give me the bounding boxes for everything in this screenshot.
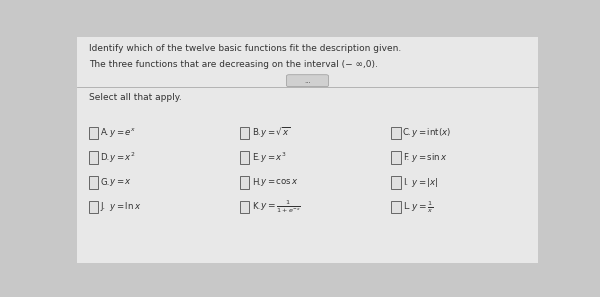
Text: A.: A.	[101, 128, 109, 137]
Text: $y=|x|$: $y=|x|$	[411, 176, 439, 189]
Bar	[240, 151, 250, 164]
Text: $y=x$: $y=x$	[109, 177, 132, 188]
Text: $y=\cos x$: $y=\cos x$	[260, 177, 299, 188]
Bar	[240, 176, 250, 189]
Text: I.: I.	[403, 178, 408, 187]
Text: $y=e^x$: $y=e^x$	[109, 126, 136, 139]
Text: G.: G.	[101, 178, 110, 187]
Text: $y=\frac{1}{x}$: $y=\frac{1}{x}$	[411, 199, 434, 214]
Text: C.: C.	[403, 128, 412, 137]
Bar	[391, 127, 401, 139]
Text: D.: D.	[101, 153, 110, 162]
Bar	[89, 176, 98, 189]
FancyBboxPatch shape	[287, 75, 328, 87]
Text: F.: F.	[403, 153, 409, 162]
Bar	[240, 201, 250, 213]
Text: ...: ...	[304, 78, 311, 84]
Text: J.: J.	[101, 203, 106, 211]
Text: $y=\mathrm{int}(x)$: $y=\mathrm{int}(x)$	[411, 126, 451, 139]
Bar	[391, 151, 401, 164]
Text: $y=\sin x$: $y=\sin x$	[411, 151, 448, 164]
Text: $y=x^3$: $y=x^3$	[260, 150, 287, 165]
Text: E.: E.	[252, 153, 260, 162]
Text: L.: L.	[403, 203, 410, 211]
Text: $y=x^2$: $y=x^2$	[109, 150, 136, 165]
Bar	[240, 127, 250, 139]
Text: The three functions that are decreasing on the interval (− ∞,0).: The three functions that are decreasing …	[89, 60, 378, 69]
Bar	[89, 151, 98, 164]
Text: Select all that apply.: Select all that apply.	[89, 93, 182, 102]
Bar	[391, 201, 401, 213]
Text: $y=\sqrt{x}$: $y=\sqrt{x}$	[260, 126, 291, 140]
Bar	[391, 176, 401, 189]
Bar	[89, 127, 98, 139]
Text: Identify which of the twelve basic functions fit the description given.: Identify which of the twelve basic funct…	[89, 44, 401, 53]
Text: K.: K.	[252, 203, 260, 211]
Text: H.: H.	[252, 178, 260, 187]
Text: $y=\frac{1}{1+e^{-x}}$: $y=\frac{1}{1+e^{-x}}$	[260, 199, 301, 215]
FancyBboxPatch shape	[77, 37, 538, 263]
Bar	[89, 201, 98, 213]
Text: $y=\ln x$: $y=\ln x$	[109, 200, 141, 214]
Text: B.: B.	[252, 128, 260, 137]
